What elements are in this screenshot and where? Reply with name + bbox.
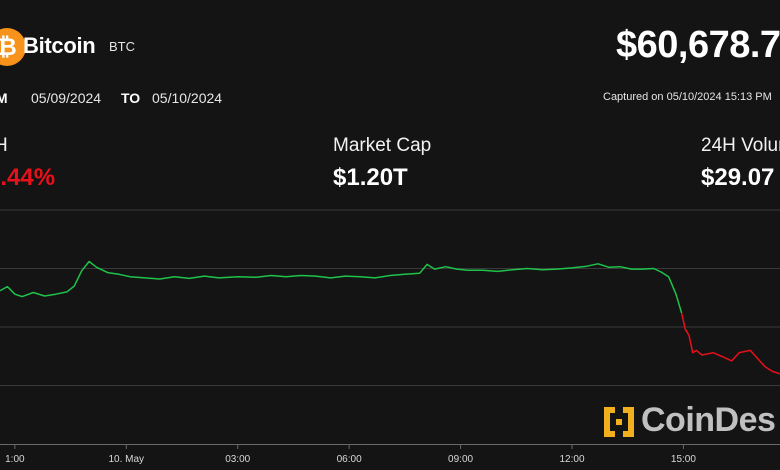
- to-label: TO: [121, 90, 141, 106]
- x-tick-label: 12:00: [559, 454, 584, 465]
- bitcoin-logo-icon: ₿: [0, 28, 26, 66]
- x-tick-label: 1:00: [5, 454, 25, 465]
- to-date: 05/10/2024: [152, 90, 223, 106]
- price-line-down: [680, 312, 780, 375]
- coindesk-logo-icon: [604, 407, 634, 437]
- from-date: 05/09/2024: [31, 90, 102, 106]
- coin-name: Bitcoin: [23, 33, 96, 58]
- change-24h-label: H: [0, 135, 8, 156]
- captured-timestamp: Captured on 05/10/2024 15:13 PM: [603, 91, 772, 103]
- change-24h-value: 2.44%: [0, 164, 56, 191]
- market-cap-label: Market Cap: [333, 135, 432, 156]
- price-line-up: [0, 260, 683, 314]
- current-price: $60,678.7: [616, 24, 780, 66]
- coin-symbol: BTC: [109, 39, 135, 54]
- x-tick-label: 03:00: [225, 454, 250, 465]
- from-label: OM: [0, 90, 8, 106]
- price-chart: 1:00 10. May 03:00 06:00 09:00 12:00 15:00: [0, 209, 780, 465]
- market-cap-value: $1.20T: [333, 164, 408, 191]
- watermark-text: CoinDes: [641, 401, 776, 439]
- x-tick-label: 06:00: [337, 454, 362, 465]
- x-tick-label: 15:00: [671, 454, 696, 465]
- svg-text:₿: ₿: [0, 34, 17, 61]
- volume-24h-label: 24H Volum: [701, 135, 780, 156]
- x-tick-label: 09:00: [448, 454, 473, 465]
- x-tick-label: 10. May: [108, 454, 144, 465]
- volume-24h-value: $29.07: [701, 164, 775, 191]
